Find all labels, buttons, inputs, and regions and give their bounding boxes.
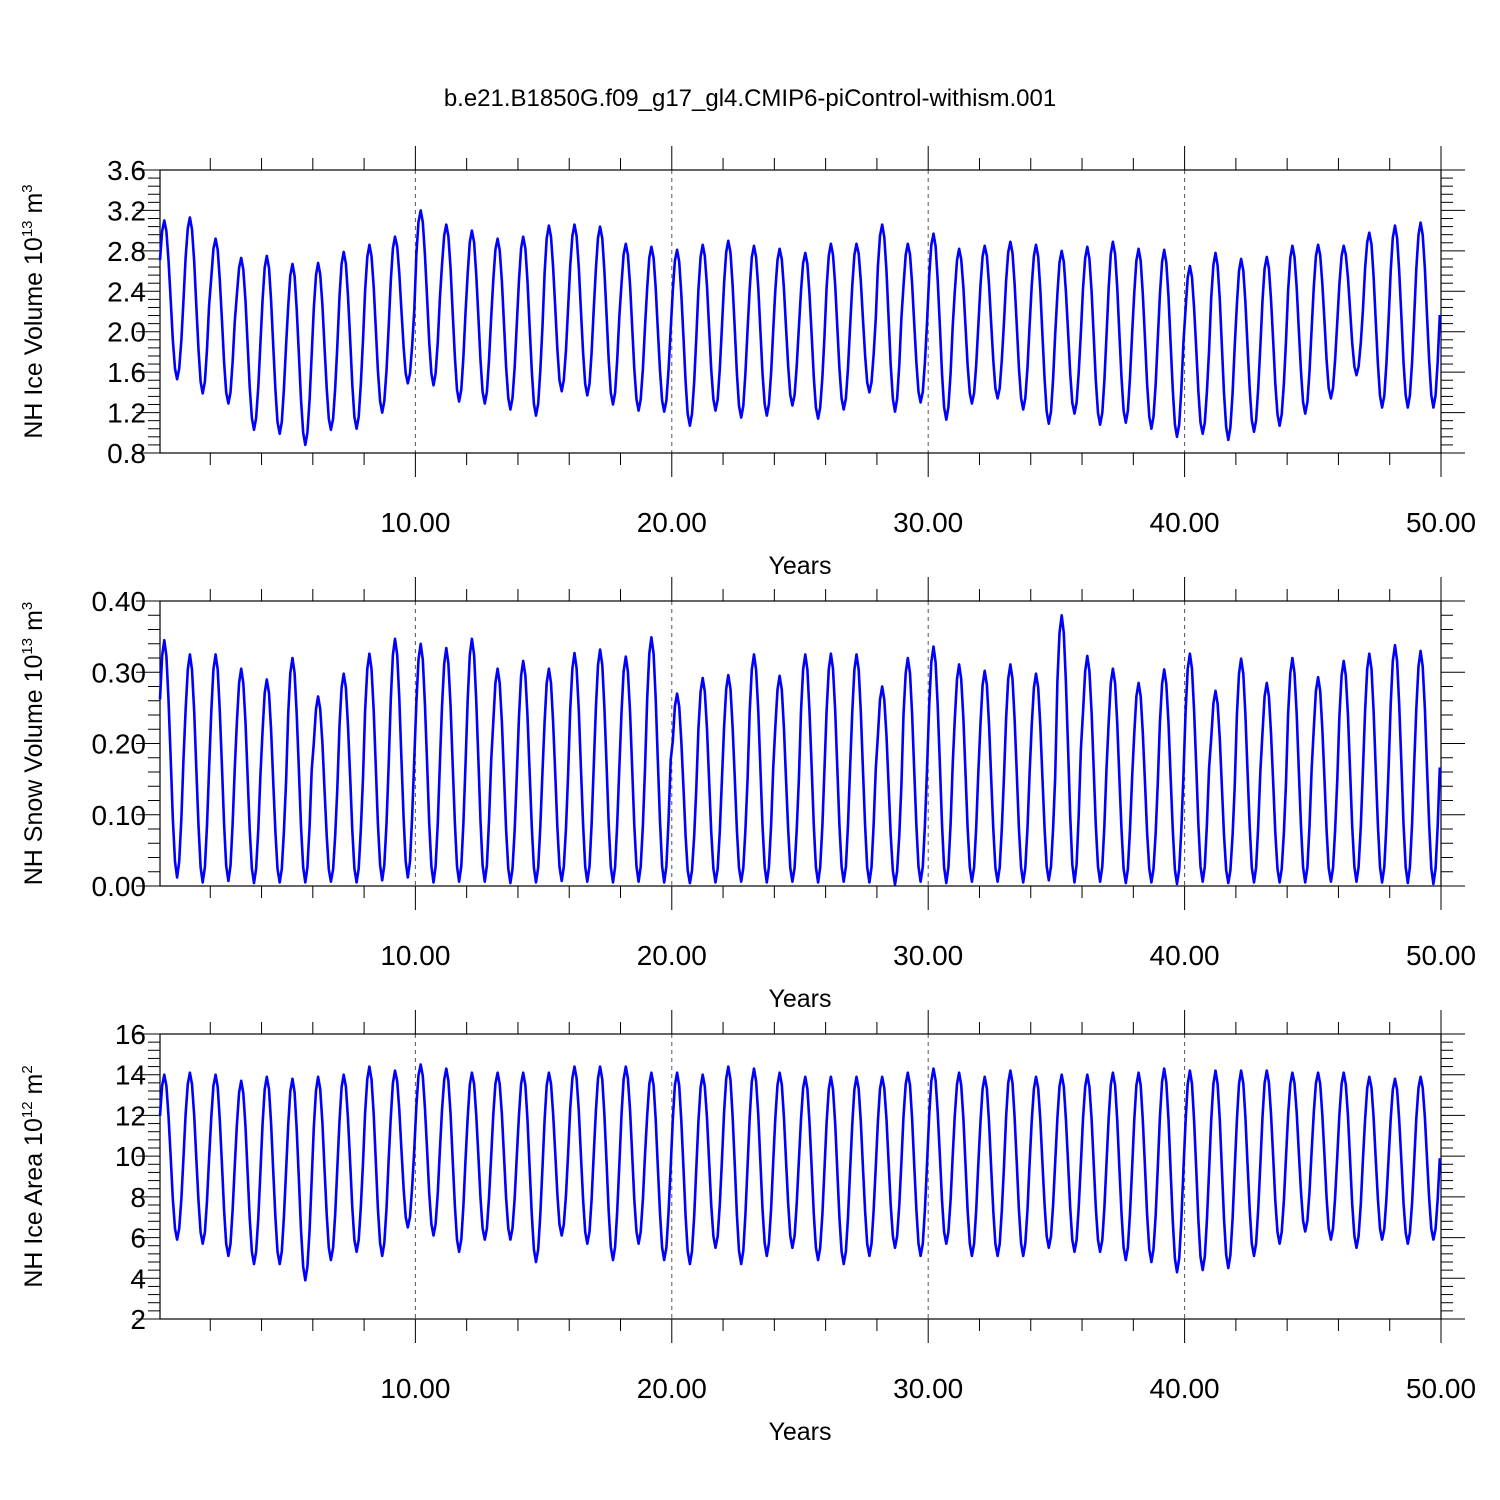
x-tick-label: 10.00 [380, 507, 450, 538]
y-tick-label: 4 [130, 1263, 146, 1294]
y-axis-label: NH Ice Volume 1013 m3 [19, 184, 48, 438]
plot-frame [159, 169, 1442, 454]
x-tick-label: 40.00 [1150, 1373, 1220, 1404]
x-tick-label: 10.00 [380, 940, 450, 971]
x-axis-label: Years [768, 1418, 831, 1446]
chart-panel-2: 0.00 0.10 0.20 0.30 0.40 10.00 20.00 30.00 40.00… [19, 577, 1476, 1013]
y-tick-label: 0.30 [92, 657, 147, 688]
x-tick-label: 40.00 [1150, 507, 1220, 538]
chart-panel-3: 2 4 6 8 10 12 14 16 10.00 20.00 30.00 40.00 50.00 Yea… [19, 1010, 1476, 1446]
x-tick-label: 10.00 [380, 1373, 450, 1404]
x-tick-label: 20.00 [637, 507, 707, 538]
x-tick-label: 40.00 [1150, 940, 1220, 971]
y-axis-label: NH Ice Area 1012 m2 [19, 1065, 48, 1287]
y-tick-label: 6 [130, 1223, 146, 1254]
y-axis-label: NH Snow Volume 1013 m3 [19, 602, 48, 886]
y-tick-label: 10 [115, 1141, 146, 1172]
y-tick-label: 1.6 [107, 357, 146, 388]
x-tick-label: 50.00 [1406, 940, 1476, 971]
y-tick-label: 14 [115, 1060, 146, 1091]
y-tick-label: 2.8 [107, 236, 146, 267]
x-tick-label: 30.00 [893, 940, 963, 971]
y-tick-label: 2.4 [107, 276, 146, 307]
x-tick-label: 30.00 [893, 1373, 963, 1404]
chart-title: b.e21.B1850G.f09_g17_gl4.CMIP6-piControl… [444, 85, 1056, 112]
y-tick-label: 3.2 [107, 195, 146, 226]
y-tick-label: 2 [130, 1304, 146, 1335]
series-line [158, 209, 1442, 447]
y-tick-label: 0.10 [92, 800, 147, 831]
y-tick-label: 16 [115, 1019, 146, 1050]
x-tick-label: 30.00 [893, 507, 963, 538]
x-tick-label: 50.00 [1406, 507, 1476, 538]
series-line [158, 1063, 1442, 1282]
y-tick-label: 2.0 [107, 317, 146, 348]
x-tick-label: 50.00 [1406, 1373, 1476, 1404]
x-axis-label: Years [768, 552, 831, 580]
plot-frame [159, 1033, 1442, 1320]
y-tick-label: 0.40 [92, 586, 147, 617]
y-tick-label: 0.00 [92, 871, 147, 902]
x-tick-label: 20.00 [637, 940, 707, 971]
x-axis-label: Years [768, 985, 831, 1013]
chart-panel-1: 0.8 1.2 1.6 2.0 2.4 2.8 3.2 3.6 10.00 20.00 30.00 4… [19, 146, 1476, 580]
series-line [158, 614, 1442, 886]
y-tick-label: 0.8 [107, 438, 146, 469]
y-tick-label: 12 [115, 1100, 146, 1131]
y-tick-label: 8 [130, 1182, 146, 1213]
y-tick-label: 0.20 [92, 729, 147, 760]
y-tick-label: 1.2 [107, 398, 146, 429]
x-tick-label: 20.00 [637, 1373, 707, 1404]
y-tick-label: 3.6 [107, 155, 146, 186]
